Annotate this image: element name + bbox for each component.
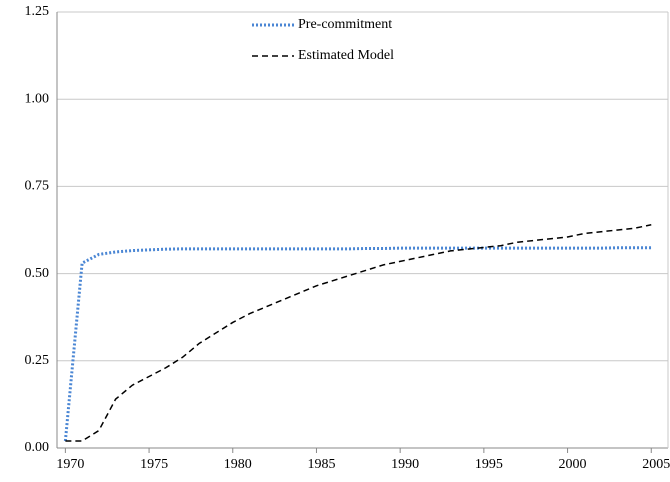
x-tick-label: 1980 [224, 457, 252, 472]
x-tick-label: 2005 [642, 457, 670, 472]
x-tick-label: 1975 [140, 457, 168, 472]
series-line [65, 224, 652, 442]
series-line [63, 246, 652, 442]
y-tick-label: 1.00 [25, 91, 50, 106]
x-tick-label: 1995 [475, 457, 503, 472]
x-tick-label: 1990 [391, 457, 419, 472]
x-tick-label: 2000 [559, 457, 587, 472]
y-tick-label: 0.25 [25, 353, 50, 368]
legend-label: Estimated Model [298, 48, 394, 63]
y-tick-label: 0.00 [25, 440, 50, 455]
y-tick-label: 1.25 [25, 4, 50, 19]
y-tick-label: 0.75 [25, 179, 50, 194]
x-tick-label: 1985 [307, 457, 335, 472]
legend-label: Pre-commitment [298, 17, 392, 32]
x-tick-label: 1970 [56, 457, 84, 472]
y-tick-label: 0.50 [25, 266, 50, 281]
